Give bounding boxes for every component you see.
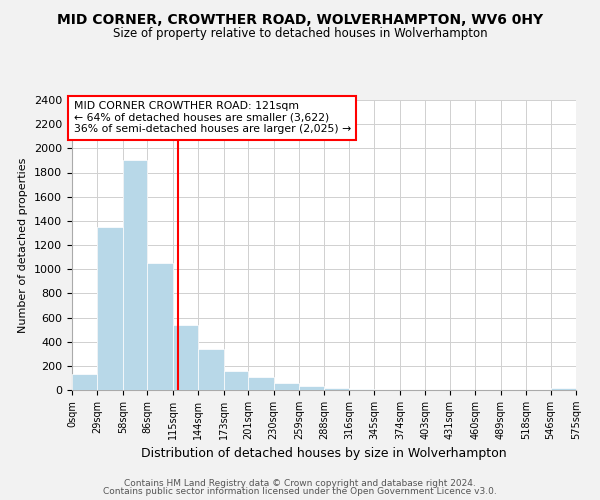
Bar — [325, 388, 349, 390]
Bar — [97, 227, 123, 390]
Text: Contains public sector information licensed under the Open Government Licence v3: Contains public sector information licen… — [103, 487, 497, 496]
Bar — [349, 389, 374, 390]
Bar — [198, 349, 224, 390]
Text: Distribution of detached houses by size in Wolverhampton: Distribution of detached houses by size … — [141, 448, 507, 460]
Text: MID CORNER CROWTHER ROAD: 121sqm
← 64% of detached houses are smaller (3,622)
36: MID CORNER CROWTHER ROAD: 121sqm ← 64% o… — [74, 101, 351, 134]
Bar — [299, 386, 325, 390]
Text: Size of property relative to detached houses in Wolverhampton: Size of property relative to detached ho… — [113, 28, 487, 40]
Bar — [224, 372, 248, 390]
Bar — [248, 376, 274, 390]
Bar — [551, 388, 576, 390]
Bar — [72, 374, 97, 390]
Bar — [148, 263, 173, 390]
Bar — [173, 325, 198, 390]
Bar — [123, 160, 148, 390]
Text: Contains HM Land Registry data © Crown copyright and database right 2024.: Contains HM Land Registry data © Crown c… — [124, 478, 476, 488]
Bar — [274, 383, 299, 390]
Y-axis label: Number of detached properties: Number of detached properties — [19, 158, 28, 332]
Text: MID CORNER, CROWTHER ROAD, WOLVERHAMPTON, WV6 0HY: MID CORNER, CROWTHER ROAD, WOLVERHAMPTON… — [57, 12, 543, 26]
